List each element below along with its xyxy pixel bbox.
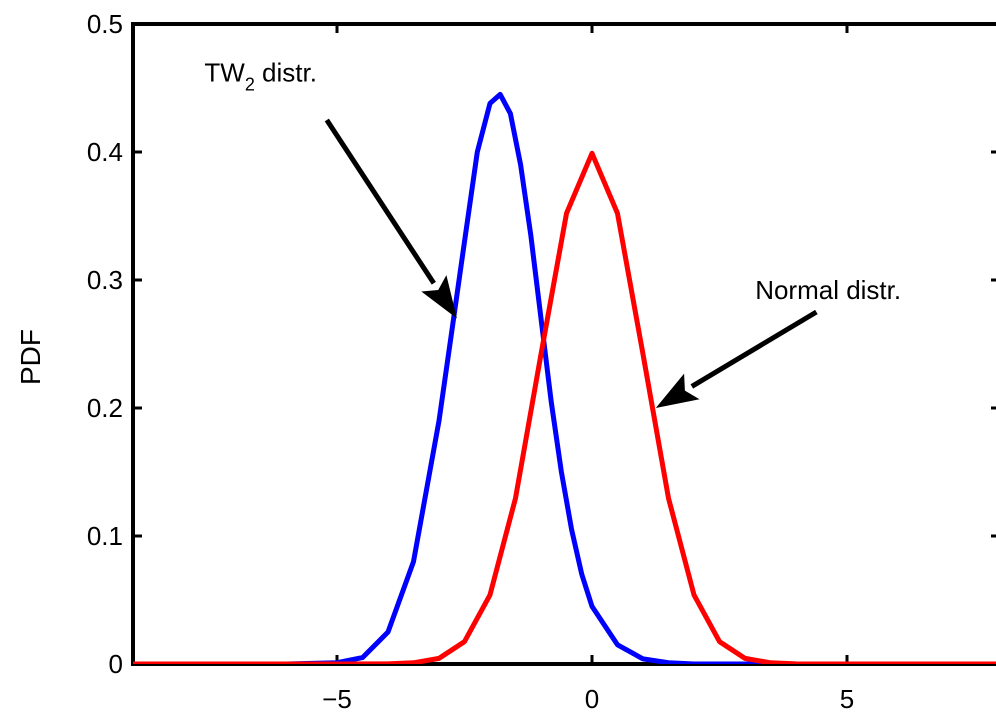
y-tick-label: 0.2: [87, 393, 123, 423]
annotation-main: TW: [204, 58, 245, 88]
annotation-arrow-shaft-2: [690, 309, 818, 389]
series-line-2: [133, 150, 996, 664]
y-tick-label: 0.3: [87, 265, 123, 295]
series-line-1: [133, 91, 996, 664]
x-tick-label: 5: [840, 684, 854, 712]
y-tick-label: 0.1: [87, 521, 123, 551]
x-tick-label: −5: [322, 684, 352, 712]
annotation-text-1: TW2 distr.: [204, 58, 317, 95]
annotation-rest: distr.: [255, 58, 317, 88]
annotation-subscript: 2: [245, 75, 255, 95]
annotation-text-2: Normal distr.: [755, 275, 901, 305]
annotation-arrow-shaft-1: [324, 118, 436, 285]
annotation-arrow-head-1: [421, 275, 457, 319]
series-layer: [133, 91, 996, 664]
x-tick-label: 0: [585, 684, 599, 712]
y-tick-label: 0.4: [87, 137, 123, 167]
plot-frame: [131, 22, 996, 666]
y-tick-label: 0: [109, 649, 123, 679]
annotations: TW2 distr. Normal distr.: [204, 58, 901, 408]
y-tick-label: 0.5: [87, 9, 123, 39]
annotation-arrow-head-2: [655, 373, 700, 408]
y-axis-title: PDF: [15, 329, 46, 385]
